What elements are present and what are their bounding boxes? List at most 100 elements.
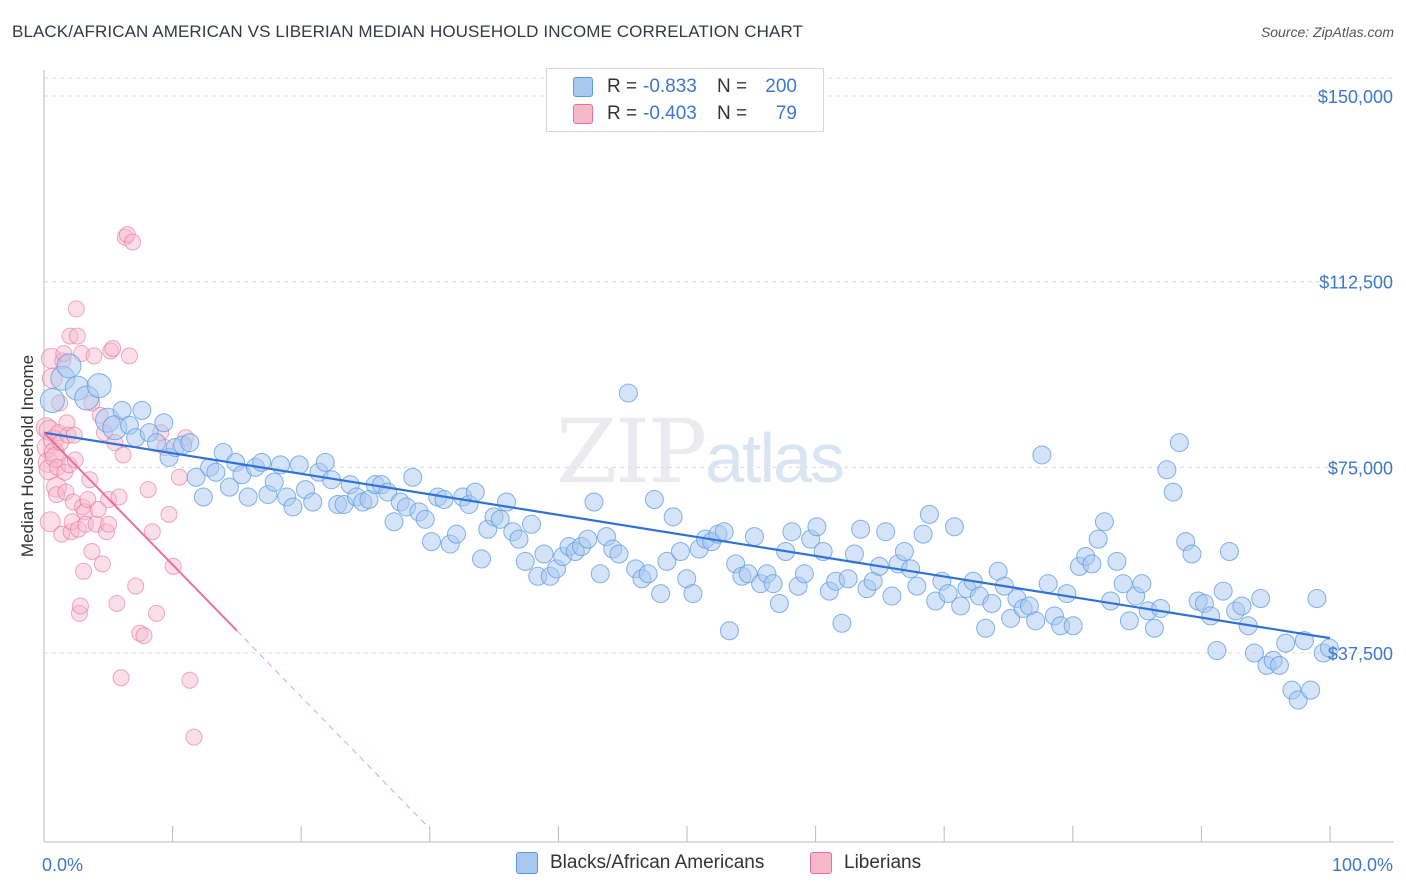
blacks-point [86,373,112,399]
stats-row-blacks: R = -0.833 N = 200 [573,75,797,99]
liberians-point [85,347,103,365]
source-label[interactable]: Source: ZipAtlas.com [1260,24,1394,40]
blacks-point [1107,551,1127,571]
blacks-point [1088,529,1108,549]
blacks-point [509,529,529,549]
y-axis-label: Median Household Income [18,355,37,557]
blacks-point [657,551,677,571]
blacks-point [876,522,896,542]
blacks-point [590,564,610,584]
liberians-swatch [573,104,593,124]
blacks-point [651,584,671,604]
axes [43,70,1394,843]
blacks-point [584,492,604,512]
blacks-point [1251,589,1271,609]
liberians-point [124,233,142,251]
blacks-trend-line [43,431,1331,640]
blacks-point [763,574,783,594]
liberians-point [61,327,79,345]
liberians-point [64,493,82,511]
x-tick-label: 0.0% [42,855,83,875]
blacks-point [238,487,258,507]
liberians-point [83,543,101,561]
blacks-point [446,524,466,544]
liberians-point [147,604,165,622]
legend-item-liberians[interactable]: Liberians [810,852,921,874]
grid-lines [44,77,1394,654]
n-label: N = [717,103,748,124]
blacks-point [638,564,658,584]
liberians-point [75,562,93,580]
liberians-trend-extension [236,630,431,830]
blacks-point [283,497,303,517]
liberians-point [70,604,88,622]
liberians-point [112,669,130,687]
stats-legend: R = -0.833 N = 200 R = -0.403 N = 79 [546,68,824,132]
blacks-point [1219,542,1239,562]
blacks-swatch [573,77,593,97]
liberians-point [160,505,178,523]
blacks-point [132,400,152,420]
blacks-point [618,383,638,403]
liberians-point [65,426,83,444]
legend-label-blacks: Blacks/African Americans [550,852,765,873]
blacks-point [1182,544,1202,564]
blacks-point [907,576,927,596]
liberians-point [170,468,188,486]
watermark: ZIPatlas [556,400,845,503]
liberians-point [89,500,107,518]
n-value: 200 [765,76,797,97]
y-tick-label: $150,000 [1318,87,1393,107]
liberians-point [100,515,118,533]
liberians-point [79,491,97,509]
liberians-point [139,481,157,499]
blacks-point [670,542,690,562]
blacks-point [976,618,996,638]
liberians-point [71,597,89,615]
blacks-point [1269,655,1289,675]
liberians-point [66,451,84,469]
blacks-point [515,551,535,571]
liberians-point [58,414,76,432]
r-label: R = [607,103,638,124]
liberians-point [68,327,86,345]
blacks-point [1169,433,1189,453]
blacks-point [1132,574,1152,594]
liberians-point [67,300,85,318]
axis-labels: $37,500 $75,000 $112,500 $150,000 0.0% 100.0%… [18,87,1393,875]
blacks-point [938,584,958,604]
r-value: -0.833 [643,76,697,97]
blacks-point [719,621,739,641]
blacks-point [1082,554,1102,574]
blacks-point [1157,460,1177,480]
blacks-point [219,477,239,497]
series-legend: Blacks/African Americans Liberians [0,852,1406,878]
blacks-point [384,512,404,532]
blacks-point [465,482,485,502]
blacks-point [1144,618,1164,638]
blacks-point [944,517,964,537]
blacks-point [714,522,734,542]
blacks-point [609,544,629,564]
blacks-point [1094,512,1114,532]
blacks-point [769,593,789,613]
y-tick-label: $37,500 [1328,644,1393,664]
blacks-point [186,467,206,487]
blacks-point [663,507,683,527]
liberians-point [120,347,138,365]
liberians-points [35,226,203,746]
blacks-points [39,353,1339,710]
blacks-point [807,517,827,537]
blacks-point [471,549,491,569]
blacks-point [1113,574,1133,594]
blacks-point [1163,482,1183,502]
blacks-point [1301,680,1321,700]
liberians-point [181,671,199,689]
legend-item-blacks[interactable]: Blacks/African Americans [516,852,764,874]
liberians-swatch [810,852,832,874]
blacks-point [1232,596,1252,616]
r-value: -0.403 [643,103,697,124]
blacks-point [1032,445,1052,465]
blacks-point [913,524,933,544]
blacks-point [206,462,226,482]
